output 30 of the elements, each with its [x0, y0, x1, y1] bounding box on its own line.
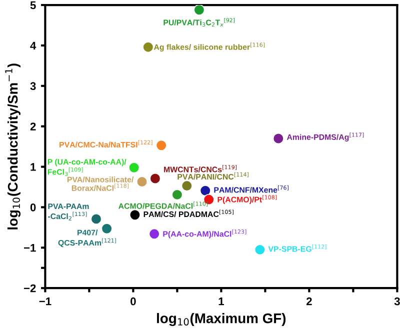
point [129, 209, 141, 220]
y-tick-label: −1 [24, 244, 36, 252]
point [101, 223, 112, 234]
y-tick-label: −2 [24, 284, 36, 292]
x-tick-label: −1 [39, 298, 52, 306]
y-tick-label: 4 [30, 42, 36, 50]
y-tick-label: 0 [30, 203, 36, 212]
point [181, 180, 192, 192]
y-tick-label: 1 [30, 163, 36, 171]
point [148, 228, 160, 240]
point [200, 185, 211, 196]
y-tick-label: 5 [30, 1, 36, 10]
point [142, 42, 154, 53]
x-tick-label: 2 [306, 297, 312, 306]
point [128, 162, 140, 174]
x-tick-label: 0 [130, 297, 136, 306]
point [194, 5, 205, 16]
y-tick-label: 2 [30, 122, 36, 130]
x-tick-label: 3 [394, 297, 400, 306]
y-axis-title: log$_{10}$(Conductivity/Sm$^{−1}$) [5, 64, 21, 230]
x-axis-title: log$_{10}$(Maximum GF) [157, 313, 286, 326]
x-tick-label: 1 [218, 298, 224, 306]
point [150, 172, 161, 184]
point [136, 176, 148, 188]
point [90, 213, 102, 225]
point [254, 244, 266, 256]
y-tick-label: 3 [30, 82, 36, 90]
point [172, 189, 183, 200]
point [156, 140, 167, 151]
point [272, 132, 284, 144]
